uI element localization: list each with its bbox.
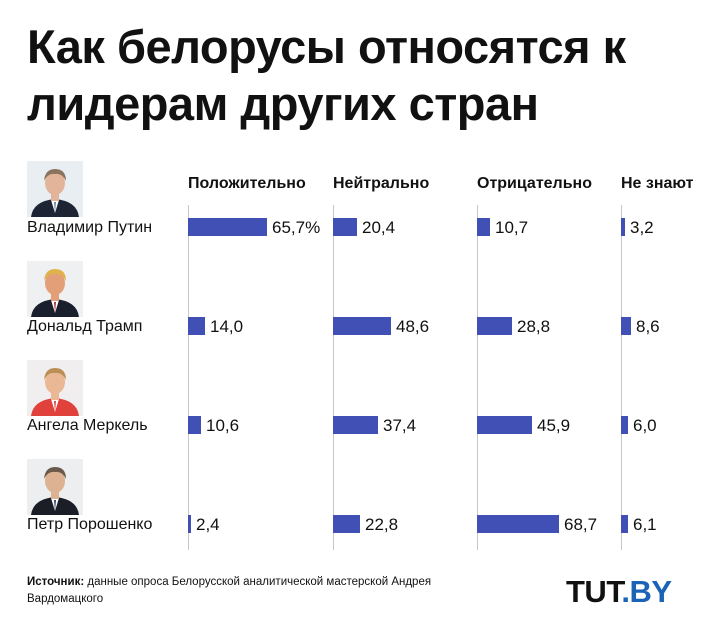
value-label-1-3: 22,8 bbox=[365, 515, 399, 534]
bar-0-3 bbox=[188, 515, 191, 533]
value-label-2-3: 68,7 bbox=[564, 515, 598, 534]
column-axis-3 bbox=[621, 205, 622, 550]
bar-1-0 bbox=[333, 218, 357, 236]
column-header-2: Отрицательно bbox=[477, 175, 592, 192]
value-label-2-2: 45,9 bbox=[537, 416, 571, 435]
value-label-3-0: 3,2 bbox=[630, 218, 654, 237]
value-label-1-0: 20,4 bbox=[362, 218, 396, 237]
bar-2-0 bbox=[477, 218, 490, 236]
bar-2-2 bbox=[477, 416, 532, 434]
value-label-3-2: 6,0 bbox=[633, 416, 657, 435]
bar-0-1 bbox=[188, 317, 205, 335]
bar-1-3 bbox=[333, 515, 360, 533]
column-header-3: Не знают bbox=[621, 175, 694, 192]
bar-3-2 bbox=[621, 416, 628, 434]
bar-1-2 bbox=[333, 416, 378, 434]
value-label-0-0: 65,7% bbox=[272, 218, 321, 237]
column-header-1: Нейтрально bbox=[333, 175, 430, 192]
value-label-0-2: 10,6 bbox=[206, 416, 240, 435]
column-axis-2 bbox=[477, 205, 478, 550]
value-label-2-1: 28,8 bbox=[517, 317, 551, 336]
bar-2-1 bbox=[477, 317, 512, 335]
bar-0-2 bbox=[188, 416, 201, 434]
value-label-0-1: 14,0 bbox=[210, 317, 244, 336]
bar-2-3 bbox=[477, 515, 559, 533]
source-note: Источник: данные опроса Белорусской анал… bbox=[27, 574, 457, 608]
column-header-0: Положительно bbox=[188, 175, 306, 192]
value-label-2-0: 10,7 bbox=[495, 218, 529, 237]
portrait-2 bbox=[27, 360, 83, 416]
column-axis-1 bbox=[333, 205, 334, 550]
bar-0-0 bbox=[188, 218, 267, 236]
logo-part2: .BY bbox=[621, 574, 672, 609]
bar-1-1 bbox=[333, 317, 391, 335]
row-label-1: Дональд Трамп bbox=[27, 318, 143, 335]
value-label-0-3: 2,4 bbox=[196, 515, 220, 534]
column-axis-0 bbox=[188, 205, 189, 550]
value-label-1-1: 48,6 bbox=[396, 317, 430, 336]
portrait-3 bbox=[27, 459, 83, 515]
portrait-0 bbox=[27, 161, 83, 217]
row-label-2: Ангела Меркель bbox=[27, 417, 148, 434]
source-label: Источник: bbox=[27, 576, 85, 588]
row-label-3: Петр Порошенко bbox=[27, 516, 153, 533]
value-label-3-3: 6,1 bbox=[633, 515, 657, 534]
bar-3-3 bbox=[621, 515, 628, 533]
source-text: данные опроса Белорусской аналитической … bbox=[27, 576, 432, 605]
chart-title: Как белорусы относятся к лидерам других … bbox=[27, 20, 626, 130]
logo-part1: TUT bbox=[566, 574, 622, 609]
bar-3-0 bbox=[621, 218, 625, 236]
portrait-1 bbox=[27, 261, 83, 317]
value-label-3-1: 8,6 bbox=[636, 317, 660, 336]
value-label-1-2: 37,4 bbox=[383, 416, 417, 435]
bar-3-1 bbox=[621, 317, 631, 335]
tutby-logo[interactable]: TUT.BY bbox=[566, 574, 672, 610]
row-label-0: Владимир Путин bbox=[27, 219, 153, 236]
